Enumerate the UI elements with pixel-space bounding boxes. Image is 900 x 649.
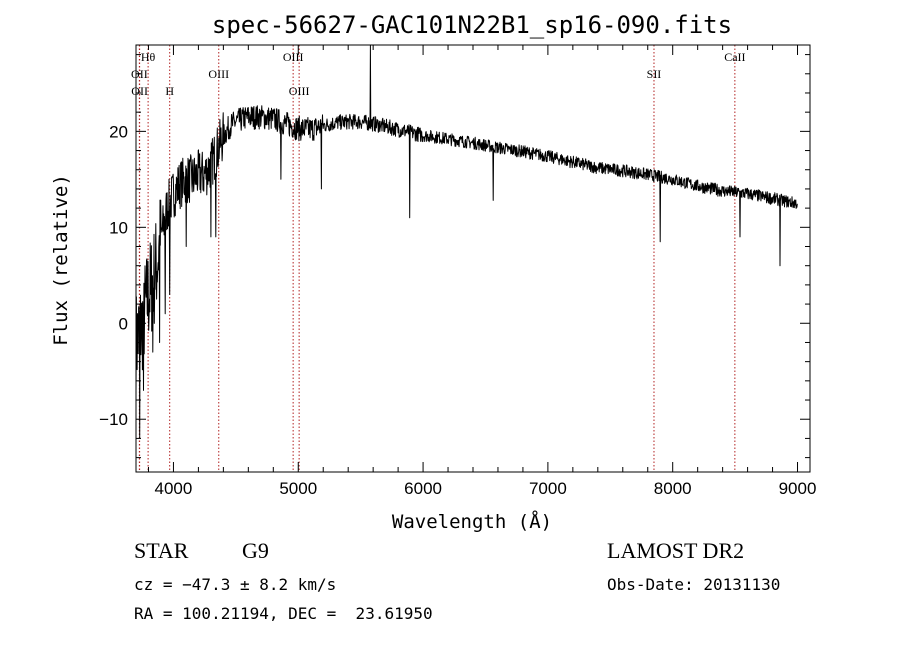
object-subclass: G9 bbox=[242, 538, 269, 563]
x-tick-label: 7000 bbox=[529, 479, 567, 498]
spectral-line-label: OII bbox=[131, 84, 148, 98]
chart-title: spec-56627-GAC101N22B1_sp16-090.fits bbox=[212, 11, 732, 39]
spectral-line-label: CaII bbox=[724, 50, 745, 64]
coordinates-text: RA = 100.21194, DEC = 23.61950 bbox=[134, 604, 433, 623]
spectral-line-label: OIII bbox=[208, 67, 229, 81]
object-class: STAR bbox=[134, 538, 189, 563]
spectrum-line bbox=[136, 45, 798, 439]
x-tick-label: 8000 bbox=[654, 479, 692, 498]
y-tick-label: 0 bbox=[119, 314, 128, 333]
spectral-line-label: OIII bbox=[289, 84, 310, 98]
velocity-text: cz = −47.3 ± 8.2 km/s bbox=[134, 575, 336, 594]
x-tick-label: 5000 bbox=[279, 479, 317, 498]
y-axis-label: Flux (relative) bbox=[50, 174, 72, 346]
x-tick-label: 4000 bbox=[155, 479, 193, 498]
spectral-line-label: Hθ bbox=[141, 50, 156, 64]
y-axis: −10 0 10 20 bbox=[99, 54, 810, 459]
spectral-line-label: SII bbox=[647, 67, 662, 81]
y-tick-label: 10 bbox=[109, 218, 128, 237]
x-axis: 4000 5000 6000 7000 8000 9000 bbox=[147, 45, 817, 498]
x-tick-label: 6000 bbox=[404, 479, 442, 498]
x-axis-label: Wavelength (Å) bbox=[392, 510, 552, 533]
y-tick-label: 20 bbox=[109, 122, 128, 141]
spectral-line-label: OIII bbox=[283, 50, 304, 64]
plot-frame bbox=[135, 44, 811, 473]
x-tick-label: 9000 bbox=[779, 479, 817, 498]
y-tick-label: −10 bbox=[99, 410, 128, 429]
spectral-line-label: H bbox=[165, 84, 174, 98]
observation-date: Obs-Date: 20131130 bbox=[607, 575, 780, 594]
survey-name: LAMOST DR2 bbox=[607, 538, 744, 563]
